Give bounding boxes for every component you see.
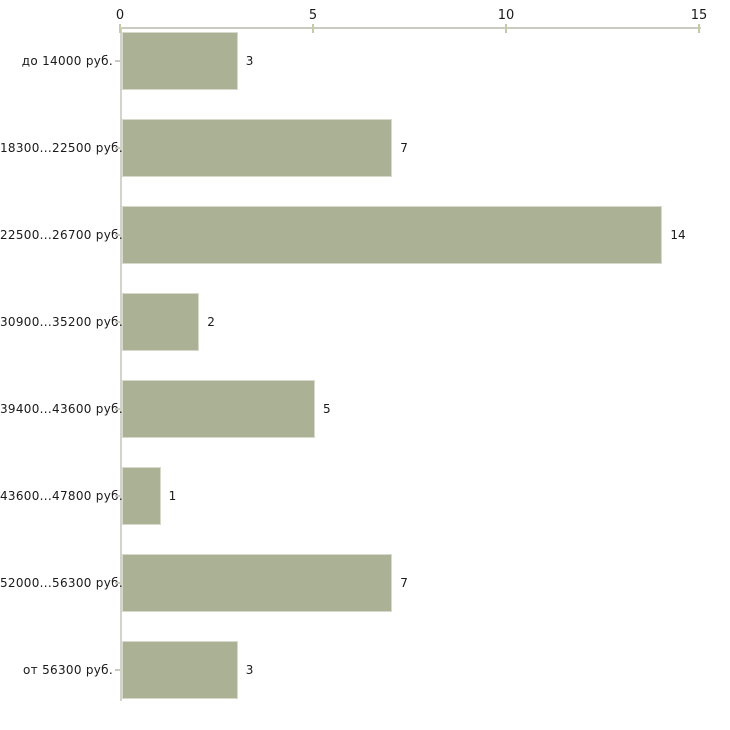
- bar: [122, 467, 161, 525]
- bar: [122, 32, 238, 90]
- category-tick-mark: [115, 408, 120, 410]
- x-axis-tick-mark: [119, 24, 121, 33]
- category-tick-mark: [115, 234, 120, 236]
- bar-row: 22500...26700 руб. 14: [0, 206, 730, 264]
- value-label: 7: [400, 141, 408, 155]
- bar-row: 43600...47800 руб. 1: [0, 467, 730, 525]
- bar-row: 52000...56300 руб. 7: [0, 554, 730, 612]
- value-label: 1: [168, 489, 177, 503]
- category-tick-mark: [115, 669, 120, 671]
- category-label: до 14000 руб.: [21, 54, 113, 68]
- value-label: 14: [670, 228, 686, 242]
- x-axis-tick-label: 15: [690, 8, 708, 23]
- x-axis-tick-mark: [312, 24, 314, 33]
- category-label: 22500...26700 руб.: [0, 228, 123, 242]
- category-label: 43600...47800 руб.: [0, 489, 123, 503]
- bar: [122, 554, 392, 612]
- category-tick-mark: [115, 495, 120, 497]
- bar-row: от 56300 руб. 3: [0, 641, 730, 699]
- x-axis-line: [120, 27, 701, 29]
- value-label: 3: [245, 663, 254, 677]
- value-label: 3: [245, 54, 254, 68]
- category-label: 18300...22500 руб.: [0, 141, 123, 155]
- x-axis-tick-label: 10: [497, 8, 515, 23]
- category-tick-mark: [115, 321, 120, 323]
- bar: [122, 293, 199, 351]
- value-label: 2: [207, 315, 215, 329]
- bar-row: 39400...43600 руб. 5: [0, 380, 730, 438]
- category-label: 52000...56300 руб.: [0, 576, 123, 590]
- x-axis-tick-mark: [505, 24, 507, 33]
- bar-row: 18300...22500 руб. 7: [0, 119, 730, 177]
- category-tick-mark: [115, 147, 120, 149]
- category-label: от 56300 руб.: [23, 663, 113, 677]
- x-axis-tick-mark: [698, 24, 700, 33]
- bar: [122, 380, 315, 438]
- category-tick-mark: [115, 582, 120, 584]
- bar: [122, 206, 662, 264]
- bar-row: до 14000 руб. 3: [0, 32, 730, 90]
- category-tick-mark: [115, 60, 120, 62]
- value-label: 7: [400, 576, 408, 590]
- category-label: 30900...35200 руб.: [0, 315, 123, 329]
- x-axis-tick-label: 0: [115, 8, 125, 23]
- value-label: 5: [323, 402, 331, 416]
- y-axis-line: [120, 27, 122, 701]
- bar: [122, 641, 238, 699]
- bar: [122, 119, 392, 177]
- bar-row: 30900...35200 руб. 2: [0, 293, 730, 351]
- x-axis-tick-label: 5: [308, 8, 318, 23]
- category-label: 39400...43600 руб.: [0, 402, 123, 416]
